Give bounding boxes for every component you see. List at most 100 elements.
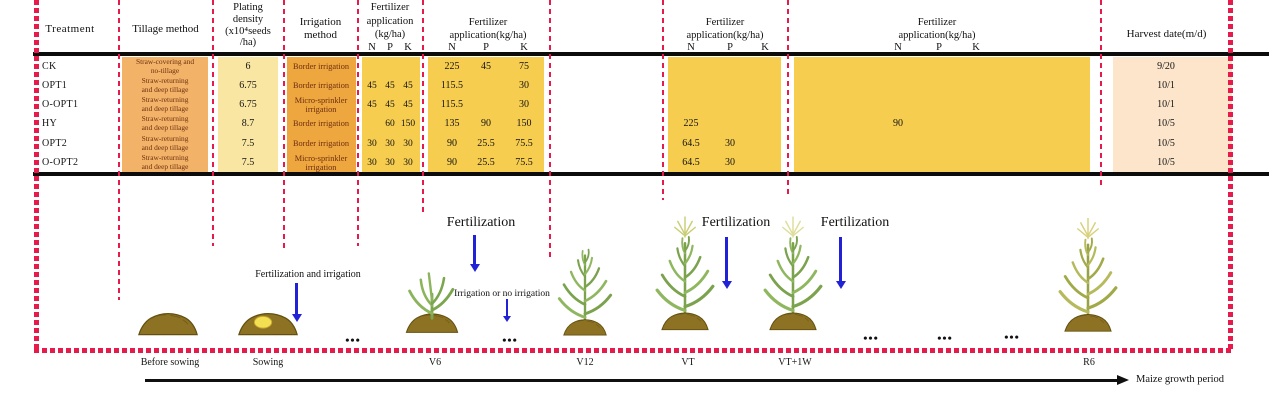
corn-plant-v12-icon — [550, 244, 620, 336]
fert-v6-k-cell: 150 — [516, 118, 532, 129]
header-harvest: Harvest date(m/d) — [1126, 28, 1207, 40]
treatment-label: HY — [42, 118, 58, 129]
fert-vt-p-cell: 30 — [725, 138, 735, 149]
harvest-column-block — [1113, 57, 1232, 173]
divider-fert2-gap — [549, 0, 551, 257]
treatment-label: O-OPT2 — [42, 157, 79, 168]
fert-sowing-p-cell: 30 — [385, 138, 395, 149]
fert-sowing-p-cell: 45 — [385, 80, 395, 91]
fert-v6-p-cell: 90 — [481, 118, 491, 129]
treatment-label: OPT2 — [42, 138, 68, 149]
header-fert-sowing: Fertilizer application (kg/ha) — [366, 2, 414, 41]
stage-label-r6: R6 — [1083, 357, 1095, 368]
header-tillage: Tillage method — [132, 23, 199, 35]
annotation-fertilization-vt: Fertilization — [701, 215, 771, 230]
ellipsis-dots: ••• — [863, 331, 879, 345]
fert-v6-k-cell: 30 — [519, 80, 529, 91]
corn-plant-r6-icon — [1050, 218, 1126, 338]
fert1-n-label: N — [368, 42, 376, 53]
fert-v6-n-cell: 90 — [447, 138, 457, 149]
density-cell: 7.5 — [241, 157, 255, 168]
fert-sowing-k-cell: 30 — [403, 138, 413, 149]
harvest-cell: 10/5 — [1157, 138, 1175, 149]
corn-seedling-v6-icon — [400, 262, 464, 336]
tillage-cell: Straw-returning and deep tillage — [141, 153, 189, 171]
fert-sowing-p-cell: 60 — [385, 118, 395, 129]
fert-sowing-p-cell: 45 — [385, 99, 395, 110]
irrigation-cell: Micro-sprinkler irrigation — [294, 153, 348, 172]
sowing-seed-mound-icon — [237, 311, 299, 336]
right-dotted-border — [1228, 0, 1233, 352]
irrigation-cell: Border irrigation — [293, 62, 349, 71]
fert-v6-k-cell: 75.5 — [515, 157, 533, 168]
fert-v6-p-cell: 45 — [481, 61, 491, 72]
tillage-cell: Straw-returning and deep tillage — [141, 134, 189, 152]
fert-sowing-p-cell: 30 — [385, 157, 395, 168]
fert-sowing-n-cell: 30 — [367, 138, 377, 149]
fert1-p-label: P — [387, 42, 393, 53]
treatment-label: OPT1 — [42, 80, 68, 91]
arrow-down-irrigation-v6-icon — [506, 299, 508, 316]
fert-v6-column-block — [428, 57, 544, 173]
fert1-k-label: K — [404, 42, 412, 53]
fert3-n-label: N — [687, 42, 695, 53]
growth-period-axis — [145, 379, 1118, 382]
tillage-column-block — [122, 57, 208, 173]
tillage-cell: Straw-returning and deep tillage — [141, 95, 189, 113]
fert-sowing-k-cell: 45 — [403, 80, 413, 91]
header-fert-v6: Fertilizer application(kg/ha) — [449, 17, 527, 41]
stage-label-sowing: Sowing — [252, 357, 284, 368]
divider-irrigation-fert1 — [357, 0, 359, 246]
fert-vt-n-cell: 64.5 — [682, 157, 700, 168]
divider-gap-fert3 — [662, 0, 664, 200]
fert-vt-n-cell: 225 — [683, 118, 699, 129]
harvest-cell: 10/1 — [1157, 80, 1175, 91]
arrow-down-fert-v6-icon — [473, 235, 476, 264]
soil-mound-icon — [137, 311, 199, 336]
annotation-irrigation-v6: Irrigation or no irrigation — [454, 289, 550, 299]
stage-label-v12: V12 — [576, 357, 594, 368]
irrigation-cell: Border irrigation — [293, 81, 349, 90]
divider-fert4-harvest — [1100, 0, 1102, 188]
tillage-cell: Straw-covering and no-tillage — [135, 57, 195, 75]
left-dotted-border — [34, 0, 39, 352]
fert2-p-label: P — [483, 42, 489, 53]
harvest-cell: 10/5 — [1157, 118, 1175, 129]
stage-label-vt: VT — [681, 357, 695, 368]
annotation-fertilization-v6: Fertilization — [446, 215, 516, 230]
fert-v6-n-cell: 135 — [444, 118, 460, 129]
fert-v6-n-cell: 225 — [444, 61, 460, 72]
corn-plant-vt-icon — [647, 217, 723, 337]
divider-fert3-fert4 — [787, 0, 789, 197]
tillage-cell: Straw-returning and deep tillage — [141, 76, 189, 94]
fert-vt1w-n-cell: 90 — [893, 118, 903, 129]
header-fert-vt: Fertilizer application(kg/ha) — [686, 17, 764, 41]
harvest-cell: 10/1 — [1157, 99, 1175, 110]
fert-v6-k-cell: 75 — [519, 61, 529, 72]
fert-sowing-n-cell: 30 — [367, 157, 377, 168]
density-cell: 6.75 — [239, 80, 257, 91]
fert-v6-k-cell: 75.5 — [515, 138, 533, 149]
density-cell: 8.7 — [241, 118, 255, 129]
irrigation-cell: Border irrigation — [293, 119, 349, 128]
fert2-k-label: K — [520, 42, 528, 53]
table-top-rule — [33, 52, 1269, 56]
fert4-n-label: N — [894, 42, 902, 53]
fert-sowing-column-block — [362, 57, 420, 173]
irrigation-cell: Micro-sprinkler irrigation — [294, 95, 348, 114]
ellipsis-dots: ••• — [1004, 330, 1020, 344]
table-bottom-rule — [33, 172, 1269, 176]
fert-vt-p-cell: 30 — [725, 157, 735, 168]
axis-label: Maize growth period — [1136, 374, 1225, 385]
arrow-down-fert-vt-icon — [725, 237, 728, 281]
divider-treatment-tillage — [118, 0, 120, 300]
fert3-p-label: P — [727, 42, 733, 53]
density-column-block — [218, 57, 278, 173]
irrigation-column-block — [287, 57, 356, 173]
fert-vt1w-column-block — [794, 57, 1090, 173]
fert-v6-p-cell: 25.5 — [477, 138, 495, 149]
fert-v6-p-cell: 25.5 — [477, 157, 495, 168]
fert-v6-n-cell: 90 — [447, 157, 457, 168]
ellipsis-dots: ••• — [502, 333, 518, 347]
fert-v6-n-cell: 115.5 — [440, 99, 464, 110]
